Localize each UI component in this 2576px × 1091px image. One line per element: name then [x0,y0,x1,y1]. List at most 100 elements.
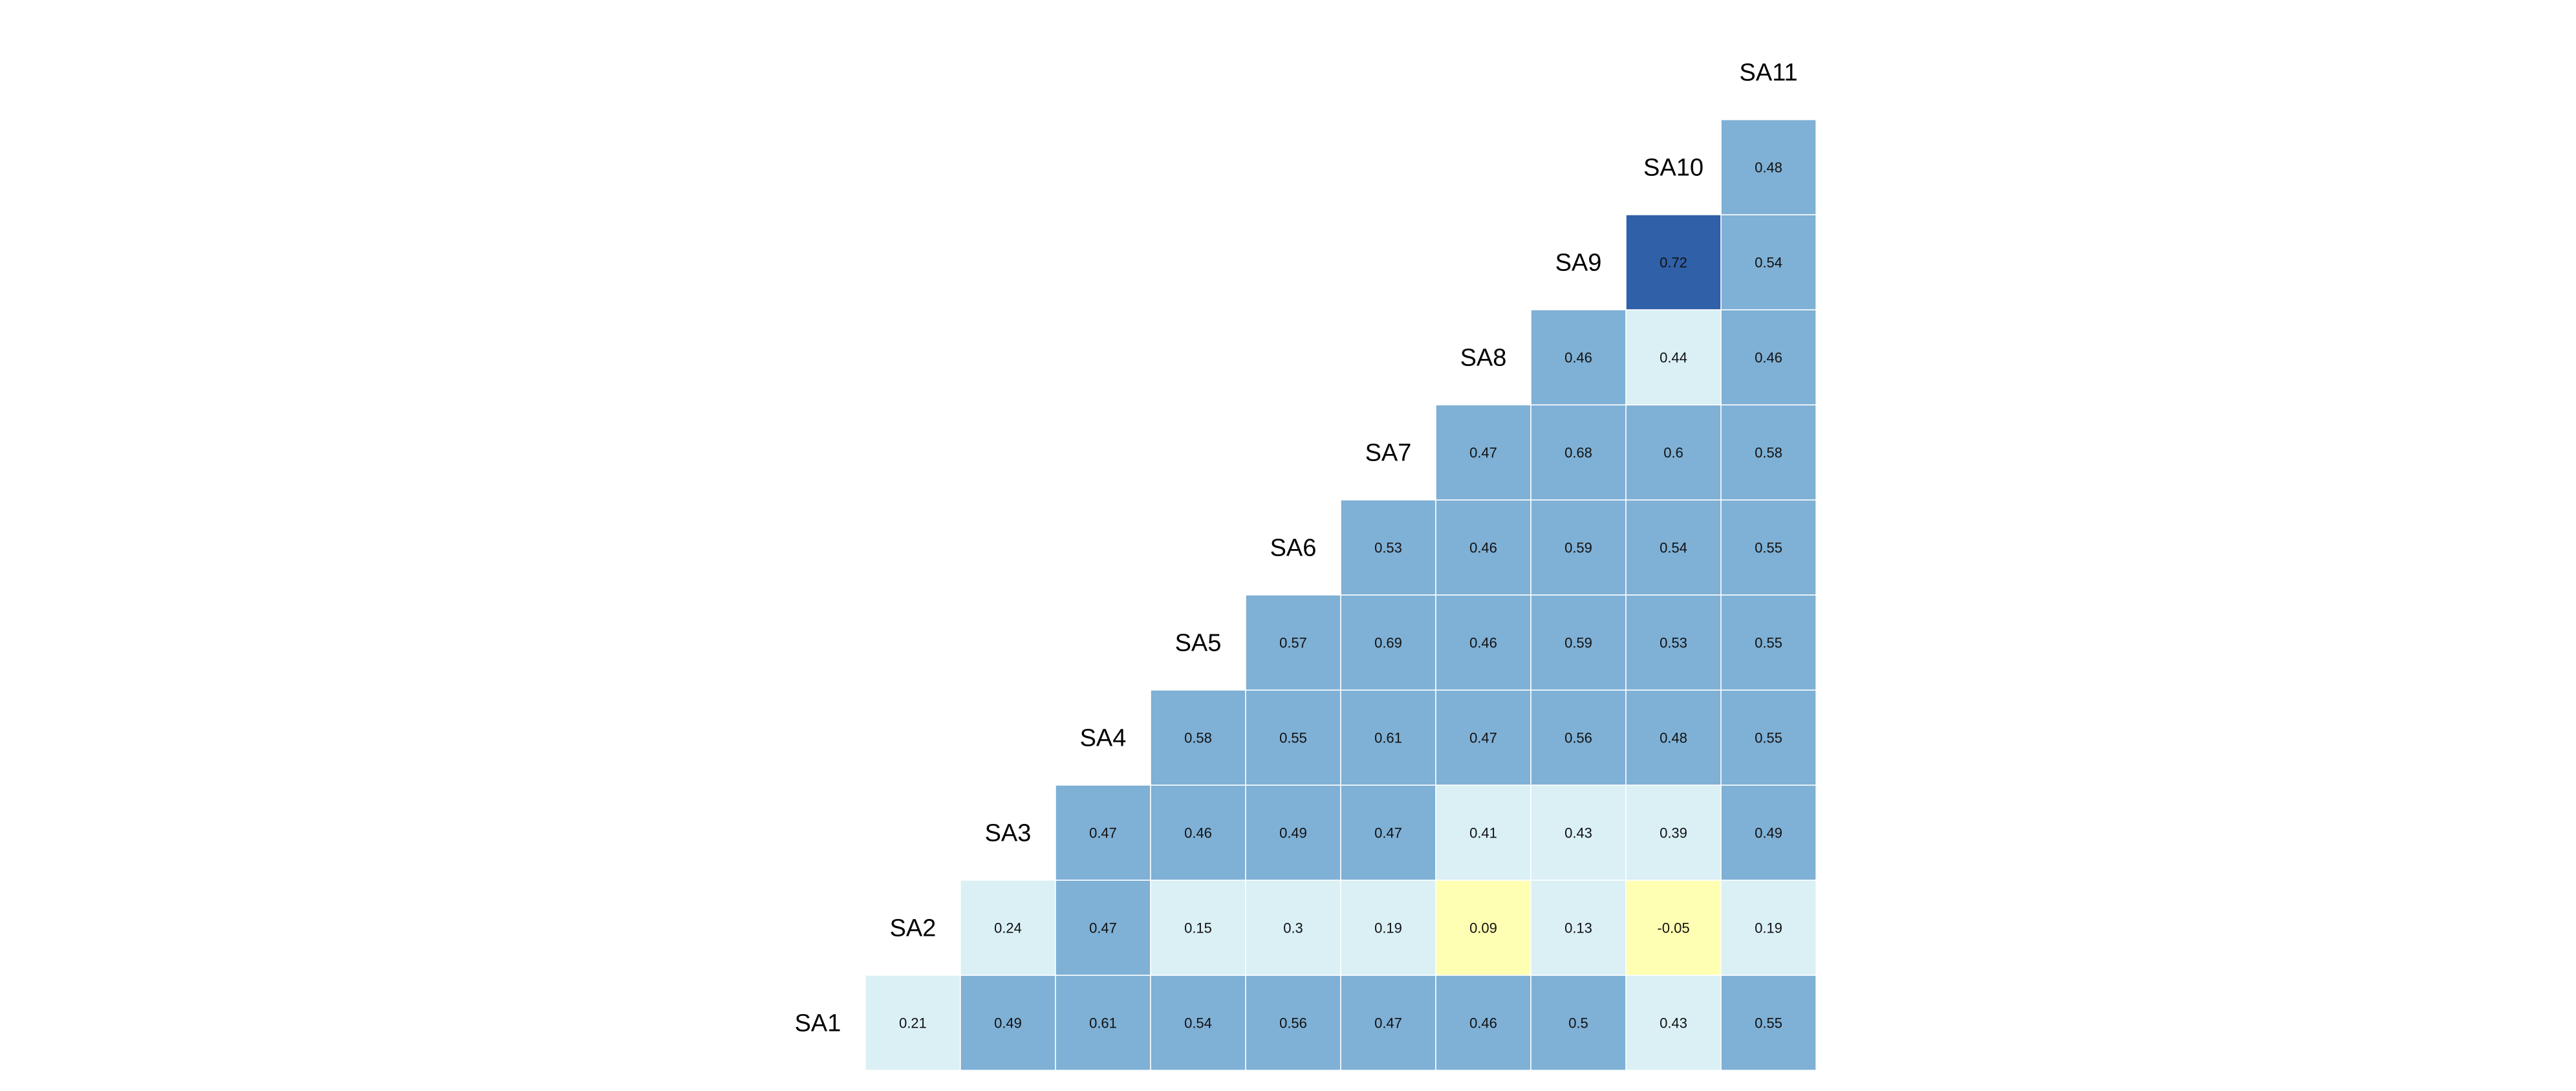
heatmap-cell-sa11-sa10 [1720,119,1817,215]
heatmap-cell-sa4-sa2 [1055,880,1151,976]
cell-value-label: 0.15 [1184,920,1212,936]
cell-value-label: 0.55 [1755,730,1782,746]
heatmap-cell-sa10-sa1 [1625,975,1722,1071]
heatmap-cell-sa3-sa1 [960,975,1056,1071]
heatmap-cell-sa7-sa2 [1340,880,1436,976]
heatmap-cell-sa2-sa1 [865,975,961,1071]
variable-label-sa11: SA11 [1739,59,1797,87]
heatmap-cell-sa11-sa4 [1720,689,1817,786]
cell-value-label: 0.43 [1564,825,1592,841]
heatmap-cell-sa10-sa6 [1625,499,1722,596]
heatmap-cell-sa3-sa2 [960,880,1056,976]
heatmap-cell-sa6-sa3 [1245,784,1341,881]
heatmap-cell-sa8-sa4 [1435,689,1532,786]
cell-value-label: 0.19 [1755,920,1782,936]
heatmap-cell-sa9-sa1 [1530,975,1627,1071]
cell-value-label: 0.6 [1663,445,1683,461]
heatmap-cell-sa7-sa3 [1340,784,1436,881]
cell-value-label: 0.72 [1660,255,1687,271]
cell-value-label: 0.56 [1279,1015,1307,1032]
heatmap-cell-sa7-sa5 [1340,594,1436,691]
cell-value-label: 0.55 [1755,540,1782,556]
cell-value-label: 0.54 [1755,255,1782,271]
cell-value-label: 0.55 [1279,730,1307,746]
heatmap-cell-sa5-sa4 [1150,689,1246,786]
heatmap-cell-sa11-sa8 [1720,309,1817,405]
heatmap-cell-sa11-sa1 [1720,975,1817,1071]
variable-label-sa10: SA10 [1643,155,1704,182]
variable-label-sa8: SA8 [1460,345,1507,372]
variable-label-sa6: SA6 [1270,535,1317,562]
heatmap-cell-sa11-sa5 [1720,594,1817,691]
variable-label-sa4: SA4 [1080,725,1127,752]
cell-value-label: 0.41 [1469,825,1497,841]
cell-value-label: 0.47 [1374,825,1402,841]
cell-value-label: 0.43 [1660,1015,1687,1032]
cell-value-label: 0.48 [1755,160,1782,176]
cell-value-label: 0.56 [1564,730,1592,746]
cell-value-label: 0.46 [1469,1015,1497,1032]
heatmap-cell-sa5-sa2 [1150,880,1246,976]
heatmap-cells: 0.21 0.49 0.24 0.61 0.47 0.47 0.54 0.15 0.46 0.58… [865,119,1817,1071]
cell-value-label: 0.44 [1660,350,1687,366]
variable-label-sa1: SA1 [795,1010,841,1037]
cell-value-label: 0.09 [1469,920,1497,936]
cell-value-label: 0.47 [1089,920,1117,936]
cell-value-label: 0.61 [1374,730,1402,746]
cell-value-label: 0.46 [1469,540,1497,556]
heatmap-cell-sa5-sa1 [1150,975,1246,1071]
heatmap-cell-sa10-sa5 [1625,594,1722,691]
heatmap-cell-sa11-sa7 [1720,404,1817,501]
cell-value-label: 0.19 [1374,920,1402,936]
cell-value-label: 0.58 [1184,730,1212,746]
cell-value-label: 0.39 [1660,825,1687,841]
heatmap-cell-sa6-sa5 [1245,594,1341,691]
cell-value-label: 0.46 [1564,350,1592,366]
cell-value-label: 0.61 [1089,1015,1117,1032]
cell-value-label: 0.46 [1755,350,1782,366]
cell-value-label: 0.5 [1568,1015,1588,1032]
cell-value-label: 0.47 [1089,825,1117,841]
heatmap-cell-sa9-sa6 [1530,499,1627,596]
cell-value-label: 0.47 [1469,730,1497,746]
cell-value-label: 0.3 [1283,920,1303,936]
cell-value-label: 0.59 [1564,635,1592,651]
cell-value-label: 0.47 [1469,445,1497,461]
variable-label-sa9: SA9 [1555,250,1602,277]
heatmap-cell-sa11-sa9 [1720,214,1817,310]
cell-value-label: 0.53 [1374,540,1402,556]
cell-value-label: 0.49 [1279,825,1307,841]
cell-value-label: 0.57 [1279,635,1307,651]
heatmap-cell-sa5-sa3 [1150,784,1246,881]
cell-value-label: 0.55 [1755,635,1782,651]
heatmap-cell-sa7-sa4 [1340,689,1436,786]
cell-value-label: 0.58 [1755,445,1782,461]
heatmap-cell-sa10-sa2 [1625,880,1722,976]
cell-value-label: 0.46 [1469,635,1497,651]
variable-label-sa5: SA5 [1175,630,1222,657]
heatmap-cell-sa11-sa2 [1720,880,1817,976]
heatmap-cell-sa6-sa2 [1245,880,1341,976]
heatmap-cell-sa10-sa9 [1625,214,1722,310]
variable-label-sa2: SA2 [890,915,936,942]
cell-value-label: 0.59 [1564,540,1592,556]
cell-value-label: 0.68 [1564,445,1592,461]
cell-value-label: 0.53 [1660,635,1687,651]
cell-value-label: 0.49 [994,1015,1022,1032]
cell-value-label: 0.49 [1755,825,1782,841]
heatmap-cell-sa7-sa1 [1340,975,1436,1071]
variable-label-sa7: SA7 [1365,440,1412,467]
heatmap-cell-sa8-sa7 [1435,404,1532,501]
heatmap-cell-sa7-sa6 [1340,499,1436,596]
heatmap-cell-sa4-sa1 [1055,975,1151,1071]
heatmap-cell-sa4-sa3 [1055,784,1151,881]
heatmap-cell-sa10-sa4 [1625,689,1722,786]
variable-label-sa3: SA3 [985,820,1032,847]
cell-value-label: 0.48 [1660,730,1687,746]
heatmap-cell-sa9-sa8 [1530,309,1627,405]
variable-labels: SA1 SA2 SA3 SA4 SA5 SA6 SA7 SA8 SA9 SA10 SA11 [795,59,1798,1037]
cell-value-label: 0.54 [1660,540,1687,556]
cell-value-label: 0.21 [899,1015,927,1032]
cell-value-label: -0.05 [1657,920,1689,936]
